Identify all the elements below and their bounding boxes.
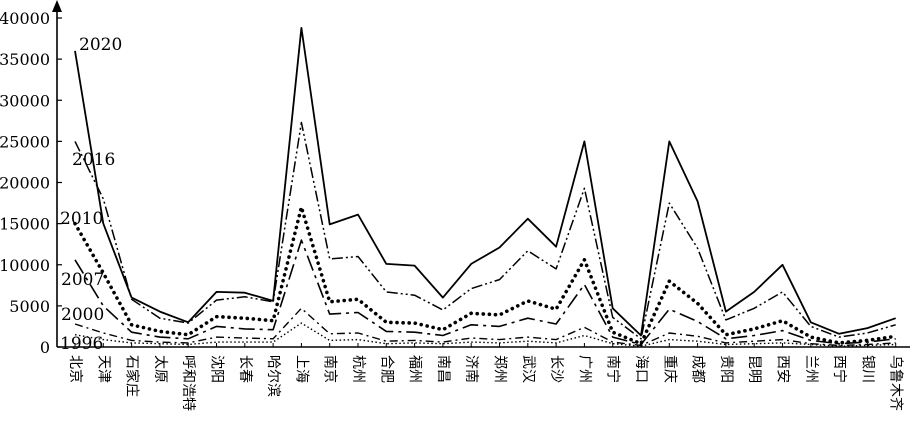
x-tick-label: 海口 bbox=[633, 355, 649, 383]
series-label-2010: 2010 bbox=[60, 209, 103, 229]
series-line-2010 bbox=[73, 205, 898, 346]
x-tick-label: 西安 bbox=[775, 355, 791, 383]
x-tick-label: 太原 bbox=[152, 355, 168, 383]
y-tick-label: 10000 bbox=[0, 256, 50, 275]
y-axis-ticks: 0 5000 10000 15000 20000 25000 30000 35000 40000 bbox=[0, 9, 62, 357]
y-axis-arrow bbox=[52, 0, 62, 12]
series-line-2016 bbox=[74, 121, 896, 340]
x-tick-label: 杭州 bbox=[350, 355, 366, 383]
x-tick-label: 武汉 bbox=[520, 355, 536, 383]
series-label-1996: 1996 bbox=[60, 334, 103, 354]
x-tick-label: 银川 bbox=[859, 355, 875, 383]
y-tick-label: 5000 bbox=[9, 297, 50, 316]
x-axis-labels: 北京 天津 石家庄 太原 呼和浩特 沈阳 长春 哈尔滨 上海 南京 杭州 合肥 福州 南昌 济南 郑州 武汉 长沙… bbox=[67, 343, 904, 411]
series-labels: 2020 2016 2010 2007 2000 1996 bbox=[60, 35, 122, 354]
x-tick-label: 西宁 bbox=[831, 355, 848, 383]
x-tick-label: 石家庄 bbox=[124, 355, 141, 397]
y-tick-label: 30000 bbox=[0, 91, 50, 110]
x-tick-label: 呼和浩特 bbox=[180, 355, 196, 411]
x-tick-label: 沈阳 bbox=[209, 355, 225, 383]
series-line-2020 bbox=[74, 26, 896, 337]
series-label-2000: 2000 bbox=[61, 305, 104, 325]
x-tick-label: 哈尔滨 bbox=[265, 355, 281, 397]
y-tick-label: 0 bbox=[40, 338, 50, 357]
y-tick-label: 35000 bbox=[0, 50, 50, 69]
x-tick-label: 南京 bbox=[322, 355, 338, 383]
x-tick-label: 济南 bbox=[463, 355, 479, 383]
x-tick-label: 乌鲁木齐 bbox=[888, 355, 904, 411]
series-label-2020: 2020 bbox=[79, 35, 122, 55]
axes bbox=[52, 0, 910, 348]
y-tick-label: 15000 bbox=[0, 215, 50, 234]
x-tick-label: 南宁 bbox=[605, 355, 622, 383]
x-tick-label: 上海 bbox=[293, 355, 309, 383]
x-tick-label: 重庆 bbox=[661, 355, 677, 383]
x-tick-label: 长春 bbox=[237, 355, 253, 383]
series-lines bbox=[73, 26, 898, 347]
series-line-2007 bbox=[74, 239, 896, 346]
y-tick-label: 40000 bbox=[0, 9, 50, 28]
x-tick-label: 天津 bbox=[95, 355, 111, 383]
x-tick-label: 南昌 bbox=[435, 355, 451, 383]
series-line-2000 bbox=[74, 307, 896, 347]
x-tick-label: 贵阳 bbox=[718, 355, 734, 383]
x-tick-label: 合肥 bbox=[378, 355, 394, 383]
x-tick-label: 北京 bbox=[67, 355, 83, 383]
x-tick-label: 长沙 bbox=[548, 355, 564, 383]
series-label-2007: 2007 bbox=[61, 270, 104, 290]
y-tick-label: 25000 bbox=[0, 132, 50, 151]
x-tick-label: 福州 bbox=[407, 355, 423, 383]
series-label-2016: 2016 bbox=[72, 150, 115, 170]
x-tick-label: 昆明 bbox=[746, 355, 762, 383]
x-tick-label: 兰州 bbox=[803, 355, 819, 383]
x-tick-label: 广州 bbox=[576, 355, 592, 383]
x-tick-label: 郑州 bbox=[492, 355, 508, 383]
x-tick-label: 成都 bbox=[690, 355, 706, 383]
y-tick-label: 20000 bbox=[0, 174, 50, 193]
